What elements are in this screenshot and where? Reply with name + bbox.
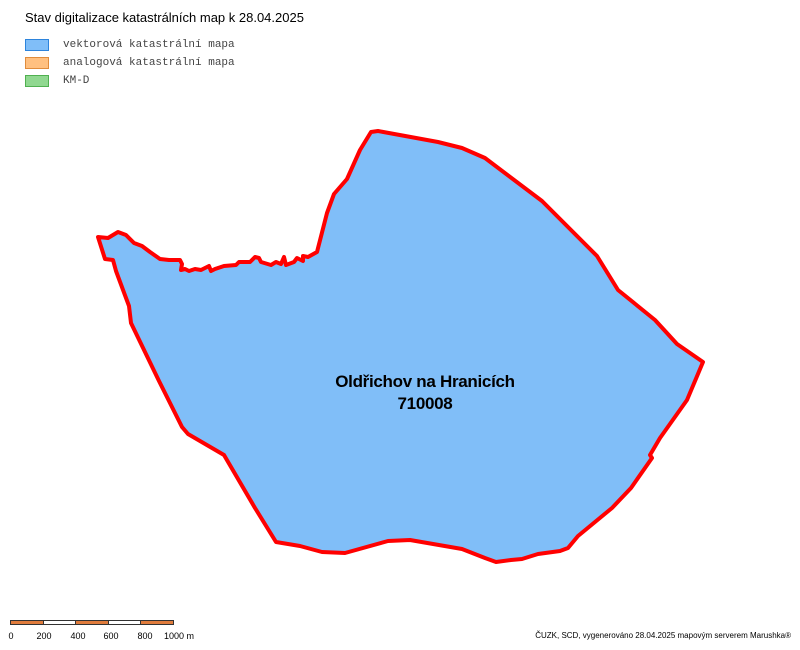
scale-label: 1000 m [163,631,195,641]
legend-label-vector: vektorová katastrální mapa [63,39,235,51]
legend-swatch-analog [25,57,49,69]
legend-item-kmd: KM-D [25,72,235,90]
scale-label: 800 [137,631,153,641]
scale-segment [140,620,174,625]
map-title: Stav digitalizace katastrálních map k 28… [25,10,304,25]
scale-label: 600 [103,631,119,641]
area-name-label: Oldřichov na Hranicích [335,372,515,391]
scale-segment [42,620,77,625]
area-code-label: 710008 [397,394,453,413]
legend-swatch-kmd [25,75,49,87]
scale-labels: 0 200 400 600 800 1000 m [0,631,260,645]
scale-bar [10,620,174,625]
legend-item-vector: vektorová katastrální mapa [25,36,235,54]
legend: vektorová katastrální mapa analogová kat… [25,36,235,90]
legend-label-kmd: KM-D [63,75,90,87]
scale-segment [75,620,109,625]
scale-segment [107,620,142,625]
scale-label: 200 [36,631,52,641]
scale-label: 400 [70,631,86,641]
legend-swatch-vector [25,39,49,51]
cadastral-area-polygon[interactable] [96,129,705,564]
credit-text: ČUZK, SCD, vygenerováno 28.04.2025 mapov… [535,631,791,640]
scale-segment [10,620,44,625]
legend-label-analog: analogová katastrální mapa [63,57,235,69]
legend-item-analog: analogová katastrální mapa [25,54,235,72]
scale-label: 0 [8,631,14,641]
